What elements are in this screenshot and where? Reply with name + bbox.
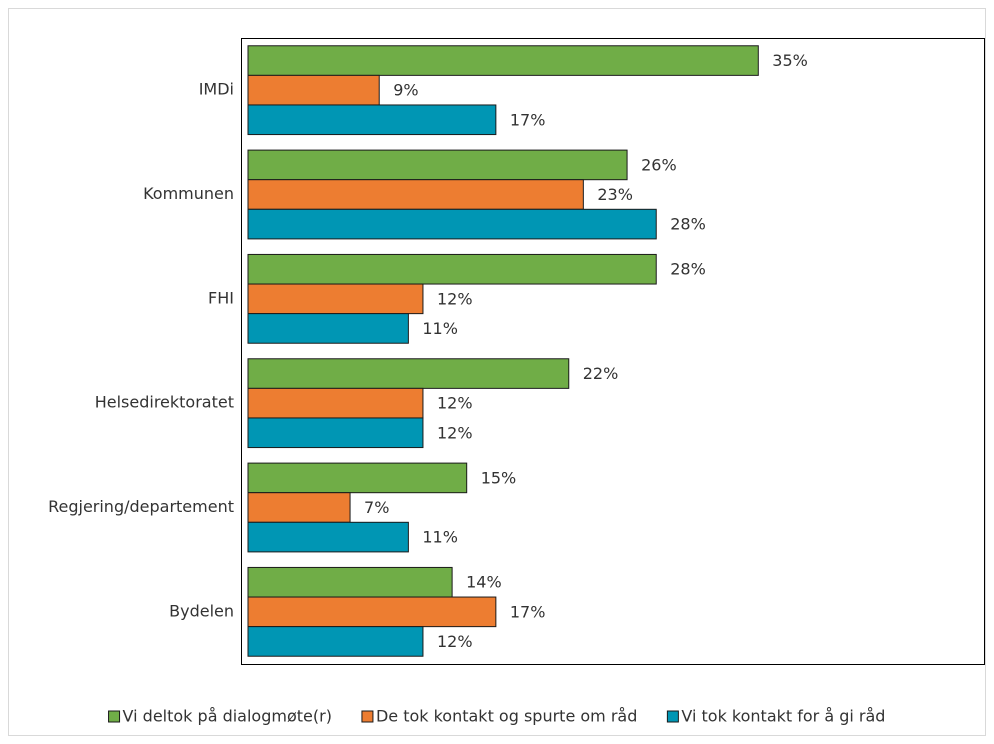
y-tick-label: Kommunen	[143, 184, 234, 203]
y-tick-label: Bydelen	[169, 601, 234, 620]
legend-label: Vi tok kontakt for å gi råd	[681, 707, 885, 726]
data-label: 17%	[510, 110, 546, 129]
bar	[247, 492, 351, 523]
bar	[247, 358, 570, 389]
legend-swatch	[108, 710, 121, 723]
bar	[247, 626, 424, 657]
bar	[247, 253, 657, 285]
data-label: 7%	[364, 498, 389, 517]
data-label: 12%	[437, 423, 473, 442]
bar	[247, 462, 468, 494]
data-label: 12%	[437, 289, 473, 308]
data-label: 9%	[393, 81, 418, 100]
bar	[247, 596, 497, 628]
bar	[247, 45, 759, 76]
data-label: 28%	[670, 260, 706, 279]
data-label: 22%	[583, 364, 619, 383]
data-label: 15%	[481, 468, 517, 487]
data-label: 28%	[670, 215, 706, 234]
bar	[247, 74, 380, 106]
y-tick-label: FHI	[208, 288, 234, 307]
data-label: 12%	[437, 394, 473, 413]
data-label: 11%	[422, 528, 458, 547]
y-tick-label: Regjering/departement	[48, 497, 234, 516]
legend-label: Vi deltok på dialogmøte(r)	[123, 707, 332, 726]
legend-swatch	[361, 710, 374, 723]
bar	[247, 387, 424, 419]
bar	[247, 104, 497, 136]
bar	[247, 521, 409, 553]
y-tick-label: Helsedirektoratet	[95, 393, 234, 412]
data-label: 35%	[772, 51, 808, 70]
legend-label: De tok kontakt og spurte om råd	[376, 707, 637, 726]
bar	[247, 179, 584, 210]
bar	[247, 149, 628, 181]
bar	[247, 566, 453, 598]
bar	[247, 283, 424, 315]
legend-swatch	[666, 710, 679, 723]
data-label: 11%	[422, 319, 458, 338]
data-label: 12%	[437, 632, 473, 651]
bar	[247, 417, 424, 449]
y-tick-label: IMDi	[199, 80, 234, 99]
data-label: 26%	[641, 155, 677, 174]
plot-frame	[241, 38, 985, 665]
bar	[247, 208, 657, 240]
data-label: 23%	[597, 185, 633, 204]
bar	[247, 313, 409, 344]
data-label: 17%	[510, 602, 546, 621]
data-label: 14%	[466, 573, 502, 592]
